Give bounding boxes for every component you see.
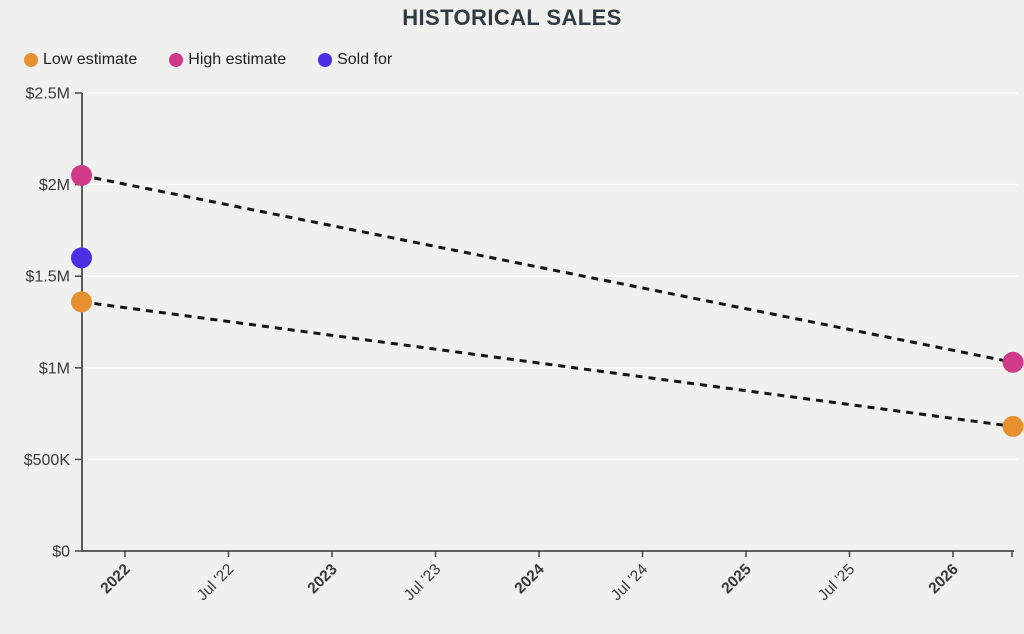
legend: Low estimate High estimate Sold for — [24, 51, 392, 69]
legend-item-high-estimate[interactable]: High estimate — [169, 51, 286, 69]
x-tick-label: 2022 — [97, 561, 133, 597]
y-tick-label: $1.5M — [26, 269, 70, 286]
point-low-estimate-1[interactable] — [1002, 415, 1024, 437]
legend-dot-high-estimate — [169, 53, 184, 67]
chart-title: HISTORICAL SALES — [402, 5, 622, 30]
x-tick-label: 2024 — [511, 561, 548, 598]
legend-item-sold-for[interactable]: Sold for — [318, 51, 392, 69]
y-tick-label: $0 — [52, 544, 70, 561]
legend-dot-sold-for — [318, 53, 333, 67]
point-high-estimate-1[interactable] — [1002, 351, 1024, 373]
x-tick-label: 2023 — [304, 561, 341, 598]
legend-label: Sold for — [337, 51, 393, 68]
x-tick-label: Jul '22 — [194, 561, 237, 604]
y-tick-label: $2M — [39, 177, 70, 194]
y-tick-label: $1M — [39, 360, 70, 377]
point-sold-for-0[interactable] — [71, 247, 93, 269]
x-tick-label: Jul '23 — [401, 561, 444, 604]
legend-dot-low-estimate — [24, 53, 38, 67]
legend-item-low-estimate[interactable]: Low estimate — [24, 51, 137, 69]
connector-low-estimate — [81, 300, 1014, 428]
x-tick-label: 2026 — [925, 561, 962, 598]
y-tick-label: $500K — [24, 452, 71, 469]
x-tick-label: Jul '25 — [815, 561, 858, 604]
point-high-estimate-0[interactable] — [71, 164, 93, 186]
legend-label: Low estimate — [43, 51, 138, 68]
point-low-estimate-0[interactable] — [71, 291, 93, 313]
connector-high-estimate — [81, 173, 1014, 364]
legend-label: High estimate — [188, 51, 287, 68]
x-tick-label: 2025 — [718, 561, 755, 598]
y-tick-label: $2.5M — [26, 86, 70, 103]
x-tick-label: Jul '24 — [608, 561, 652, 605]
